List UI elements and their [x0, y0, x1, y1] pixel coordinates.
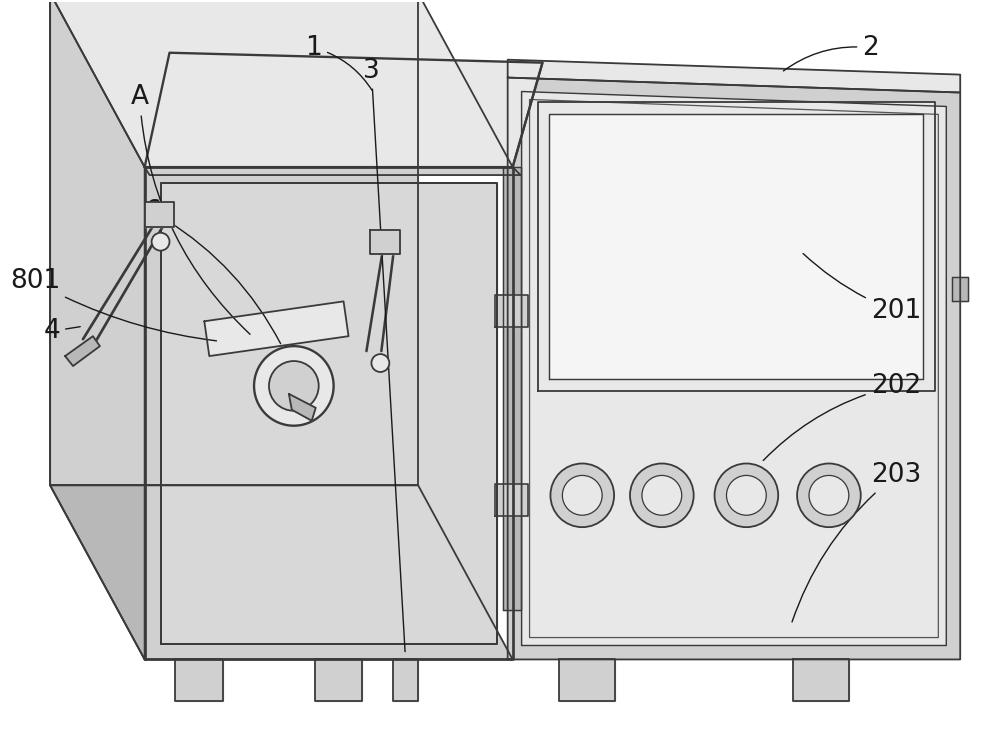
Text: A: A	[131, 84, 250, 334]
Polygon shape	[161, 183, 497, 643]
Text: 6: 6	[144, 199, 281, 344]
Circle shape	[371, 354, 389, 372]
Circle shape	[254, 346, 334, 425]
Circle shape	[562, 476, 602, 515]
Text: 202: 202	[763, 373, 921, 460]
Polygon shape	[50, 485, 513, 659]
Polygon shape	[145, 53, 542, 167]
Circle shape	[550, 463, 614, 527]
Polygon shape	[175, 659, 223, 701]
Circle shape	[726, 476, 766, 515]
Text: 203: 203	[792, 462, 921, 622]
Circle shape	[715, 463, 778, 527]
Polygon shape	[161, 183, 497, 643]
Polygon shape	[393, 659, 418, 701]
Polygon shape	[65, 336, 100, 366]
Polygon shape	[50, 0, 513, 167]
Circle shape	[630, 463, 694, 527]
Circle shape	[642, 476, 682, 515]
Polygon shape	[495, 485, 528, 516]
Polygon shape	[549, 114, 923, 379]
Circle shape	[152, 233, 170, 250]
Polygon shape	[204, 302, 349, 356]
Polygon shape	[559, 659, 615, 701]
Text: 201: 201	[803, 253, 921, 325]
Polygon shape	[952, 276, 968, 302]
Text: 2: 2	[783, 35, 879, 71]
Polygon shape	[508, 60, 960, 93]
Text: 3: 3	[363, 58, 405, 651]
Text: 801: 801	[10, 268, 216, 341]
Polygon shape	[503, 167, 521, 610]
Polygon shape	[495, 296, 528, 328]
Text: 1: 1	[305, 35, 372, 90]
Polygon shape	[50, 0, 145, 659]
Circle shape	[809, 476, 849, 515]
Polygon shape	[508, 78, 960, 659]
Polygon shape	[145, 167, 521, 175]
Circle shape	[269, 361, 319, 411]
Text: 4: 4	[43, 318, 80, 345]
Polygon shape	[793, 659, 849, 701]
Polygon shape	[522, 92, 946, 645]
Polygon shape	[315, 659, 362, 701]
Polygon shape	[370, 230, 400, 253]
Polygon shape	[145, 202, 174, 227]
Polygon shape	[538, 102, 935, 391]
Polygon shape	[50, 0, 418, 485]
Circle shape	[797, 463, 861, 527]
Polygon shape	[289, 394, 316, 421]
